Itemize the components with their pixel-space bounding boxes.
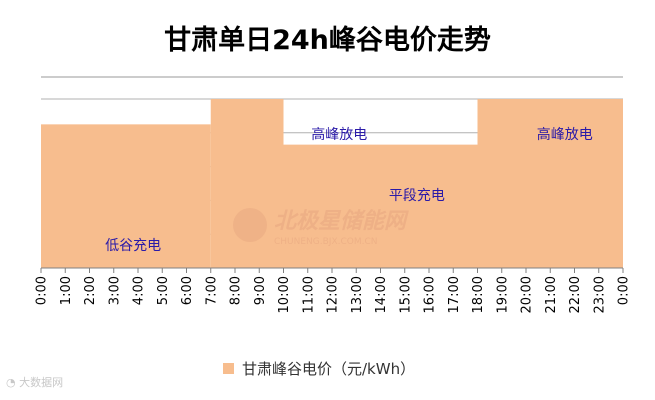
x-tick-label: 3:00 xyxy=(107,276,122,305)
x-tick-label: 2:00 xyxy=(83,276,98,305)
x-tick-label: 21:00 xyxy=(544,276,559,313)
watermark-logo: 北极星储能网 CHUNENG.BJX.COM.CN xyxy=(233,208,409,247)
x-tick-label: 7:00 xyxy=(204,276,219,305)
x-tick-label: 20:00 xyxy=(520,276,535,313)
x-tick-label: 14:00 xyxy=(374,276,389,313)
x-tick-label: 1:00 xyxy=(59,276,74,305)
price-segment-平 xyxy=(283,144,478,268)
x-tick-label: 9:00 xyxy=(253,276,268,305)
legend-swatch xyxy=(223,362,234,374)
watermark-text: 北极星储能网 xyxy=(274,208,409,234)
annotation-label: 高峰放电 xyxy=(537,126,593,143)
x-tick-label: 12:00 xyxy=(326,276,341,313)
annotation-label: 高峰放电 xyxy=(311,126,367,143)
annotation-label: 低谷充电 xyxy=(105,238,161,254)
x-tick-label: 6:00 xyxy=(180,276,195,305)
x-tick-label: 10:00 xyxy=(277,276,292,313)
x-tick-label: 15:00 xyxy=(398,276,413,313)
x-tick-label: 0:00 xyxy=(35,276,50,305)
watermark-url: CHUNENG.BJX.COM.CN xyxy=(274,237,378,247)
credit-text: 大数据网 xyxy=(19,376,64,389)
x-tick-label: 5:00 xyxy=(156,276,171,305)
price-segment-谷 xyxy=(41,124,211,268)
x-axis: 0:00 1:00 2:00 3:00 4:00 5:00 6:00 7:00 8:00 9:00… xyxy=(35,267,632,313)
x-tick-label: 13:00 xyxy=(350,276,365,313)
annotation-label: 平段充电 xyxy=(389,188,445,204)
legend: 甘肃峰谷电价（元/kWh） xyxy=(223,358,415,378)
x-tick-label: 18:00 xyxy=(471,276,486,313)
x-tick-label: 17:00 xyxy=(447,276,462,313)
source-credit: ◔ 大数据网 xyxy=(6,374,63,390)
x-tick-label: 16:00 xyxy=(423,276,438,313)
chart-title: 甘肃单日24h峰谷电价走势 xyxy=(164,25,491,56)
watermark-emblem-icon xyxy=(233,208,267,242)
x-tick-label: 23:00 xyxy=(592,276,607,313)
price-segment-峰 xyxy=(477,99,623,268)
x-tick-label: 8:00 xyxy=(229,276,244,305)
legend-label: 甘肃峰谷电价（元/kWh） xyxy=(242,359,416,378)
x-tick-label: 19:00 xyxy=(495,276,510,313)
x-tick-label: 22:00 xyxy=(568,276,583,313)
x-tick-label: 0:00 xyxy=(617,276,632,305)
credit-icon: ◔ xyxy=(6,376,20,389)
x-tick-label: 11:00 xyxy=(301,276,316,313)
x-tick-label: 4:00 xyxy=(132,276,147,305)
